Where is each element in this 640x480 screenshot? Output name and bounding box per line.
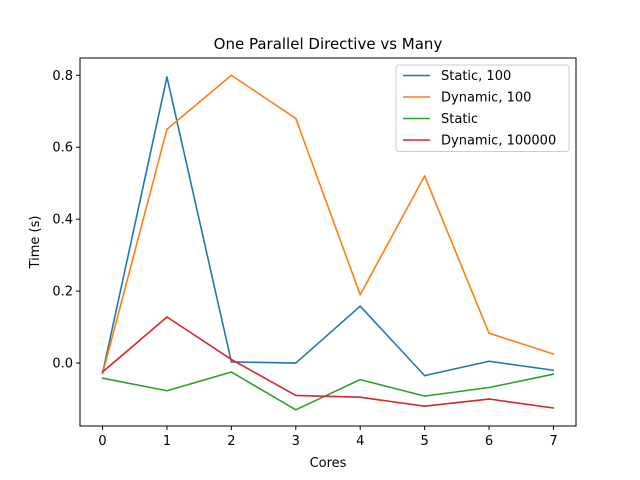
legend-label-3: Dynamic, 100000 [441, 134, 556, 149]
x-tick-label-7: 7 [549, 434, 557, 449]
y-tick-label-1: 0.2 [52, 285, 73, 300]
series-layer [101, 74, 555, 411]
data-point-0-5 [423, 374, 426, 377]
x-axis-title: Cores [310, 456, 347, 471]
chart-title: One Parallel Directive vs Many [214, 35, 443, 53]
data-point-2-1 [166, 389, 168, 392]
y-axis-title: Time (s) [28, 216, 43, 270]
legend-label-1: Dynamic, 100 [441, 91, 531, 106]
legend-label-2: Static [441, 112, 478, 127]
data-point-2-7 [552, 373, 555, 376]
plot-frame [79, 57, 577, 427]
ticks-layer: 0 1 2 3 4 5 6 7 0.0 0.2 0.4 0.6 0.8 [52, 69, 557, 449]
x-tick-label-3: 3 [292, 434, 300, 449]
data-point-1-2 [230, 74, 233, 77]
data-point-3-6 [488, 398, 490, 400]
data-point-3-2 [230, 358, 233, 361]
y-tick-label-2: 0.4 [52, 213, 73, 228]
data-point-1-4 [359, 293, 362, 296]
x-tick-label-4: 4 [356, 434, 364, 449]
data-point-2-2 [230, 371, 233, 373]
data-point-3-4 [359, 396, 362, 399]
x-tick-label-0: 0 [98, 434, 106, 449]
data-point-2-4 [359, 378, 362, 381]
data-point-3-1 [166, 316, 168, 318]
data-point-0-3 [294, 362, 297, 364]
data-point-1-3 [294, 117, 297, 120]
data-point-1-0 [101, 373, 104, 375]
data-point-1-5 [423, 175, 426, 177]
data-point-2-0 [101, 377, 104, 379]
data-point-1-7 [552, 353, 555, 355]
data-point-1-1 [166, 128, 168, 131]
data-point-3-3 [294, 394, 297, 397]
y-tick-label-4: 0.8 [52, 69, 73, 84]
y-tick-label-3: 0.6 [52, 141, 73, 156]
data-point-2-3 [294, 409, 297, 411]
legend-label-0: Static, 100 [441, 69, 511, 84]
data-point-3-7 [552, 407, 555, 409]
legend-items: Static, 100 Dynamic, 100 Static Dynamic, 10… [403, 69, 556, 149]
series-line-0 [101, 76, 554, 377]
series-line-3 [102, 316, 554, 409]
data-point-2-6 [488, 386, 490, 389]
data-point-2-5 [423, 395, 426, 397]
x-tick-label-1: 1 [163, 434, 171, 449]
data-point-3-5 [423, 405, 426, 408]
legend: Static, 100 Dynamic, 100 Static Dynamic, 10… [395, 64, 570, 152]
data-point-0-1 [166, 76, 168, 78]
series-line-2 [102, 371, 554, 411]
x-tick-label-5: 5 [420, 434, 428, 449]
data-point-1-6 [488, 332, 490, 334]
data-point-0-6 [488, 360, 490, 363]
data-point-0-4 [359, 305, 362, 308]
series-line-1 [101, 74, 554, 375]
y-tick-label-0: 0.0 [52, 357, 73, 372]
x-tick-label-2: 2 [227, 434, 235, 449]
data-point-0-2 [230, 361, 233, 363]
legend-box [395, 64, 570, 152]
x-tick-label-6: 6 [485, 434, 493, 449]
data-point-3-0 [101, 371, 104, 373]
data-point-0-7 [552, 369, 555, 372]
